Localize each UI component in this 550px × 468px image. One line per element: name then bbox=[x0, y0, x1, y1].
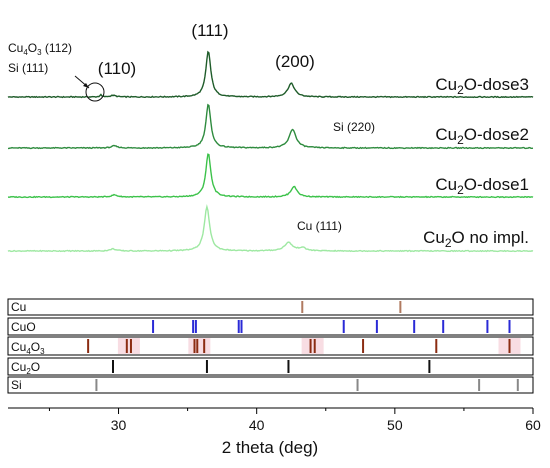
reference-frame bbox=[7, 376, 534, 394]
x-axis-title: 2 theta (deg) bbox=[222, 438, 318, 457]
series-line bbox=[8, 103, 534, 150]
reference-frame bbox=[7, 336, 534, 356]
reference-frame bbox=[7, 298, 534, 316]
x-tick-label: 50 bbox=[387, 417, 403, 433]
series-labels: Cu2O-dose3 Cu2O-dose2 Cu2O-dose1 Cu2O no im… bbox=[423, 75, 529, 250]
annotation-si-111: Si (111) bbox=[8, 61, 48, 75]
reference-cuo: CuO bbox=[7, 317, 534, 336]
xrd-traces bbox=[7, 50, 534, 253]
reference-label: Si bbox=[11, 378, 22, 392]
series-label: Cu2O-dose1 bbox=[435, 175, 529, 197]
reference-panels: Cu CuO Cu4O3 Cu2O Si bbox=[7, 298, 534, 394]
annotation-peak-111: (111) bbox=[191, 21, 228, 40]
reference-cu2o: Cu2O bbox=[7, 357, 534, 376]
reference-label: CuO bbox=[11, 320, 36, 334]
reference-label: Cu4O3 bbox=[11, 340, 45, 356]
reference-highlight bbox=[117, 338, 140, 354]
annotation-cu-111: Cu (111) bbox=[297, 219, 342, 233]
reference-frame bbox=[7, 317, 534, 336]
series-line bbox=[7, 204, 534, 253]
series-line bbox=[7, 153, 534, 199]
reference-cu: Cu bbox=[7, 298, 534, 316]
annotation-circle bbox=[85, 82, 105, 102]
x-tick-label: 30 bbox=[111, 417, 127, 433]
reference-highlight bbox=[301, 338, 324, 354]
series-label: Cu2O-dose2 bbox=[435, 125, 529, 147]
annotation-cu4o3-112: Cu4O3 (112) bbox=[8, 41, 72, 57]
reference-label: Cu2O bbox=[11, 360, 40, 376]
series-label: Cu2O no impl. bbox=[423, 228, 529, 250]
reference-highlight bbox=[188, 338, 211, 354]
series-line bbox=[7, 50, 534, 99]
reference-label: Cu bbox=[11, 300, 26, 314]
series-label: Cu2O-dose3 bbox=[435, 75, 529, 97]
annotation-peak-110: (110) bbox=[98, 59, 136, 78]
reference-si: Si bbox=[7, 376, 534, 394]
annotation-peak-200: (200) bbox=[275, 52, 315, 71]
reference-cu4o3: Cu4O3 bbox=[7, 336, 534, 356]
annotation-si-220: Si (220) bbox=[333, 120, 375, 134]
x-axis-ticks: 30 40 50 60 bbox=[48, 408, 541, 433]
x-tick-label: 40 bbox=[249, 417, 265, 433]
reference-frame bbox=[7, 357, 534, 376]
x-tick-label: 60 bbox=[525, 417, 541, 433]
